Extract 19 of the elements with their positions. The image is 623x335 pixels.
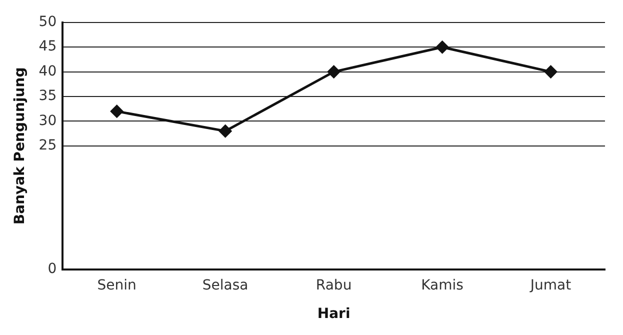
point	[436, 40, 449, 54]
x-tick-label: Rabu	[316, 277, 352, 294]
x-tick-label: Jumat	[529, 277, 572, 294]
x-tick-label: Senin	[97, 277, 136, 294]
point	[544, 66, 558, 78]
x-tick-label: Kamis	[421, 277, 464, 294]
y-axis-title: Banyak Pengunjung	[12, 67, 28, 225]
point	[219, 124, 232, 138]
y-tick-label: 0	[48, 261, 57, 278]
y-tick-label: 25	[38, 138, 57, 154]
x-tick-label: Selasa	[202, 277, 248, 294]
y-tick-label: 45	[38, 38, 57, 55]
y-tick-label: 50	[38, 14, 57, 30]
point	[328, 66, 340, 78]
y-tick-label: 30	[38, 112, 57, 129]
y-tick-label: 40	[38, 63, 57, 80]
point	[110, 105, 124, 118]
y-tick-label: 35	[38, 88, 57, 104]
x-axis-title: Hari	[317, 306, 350, 322]
